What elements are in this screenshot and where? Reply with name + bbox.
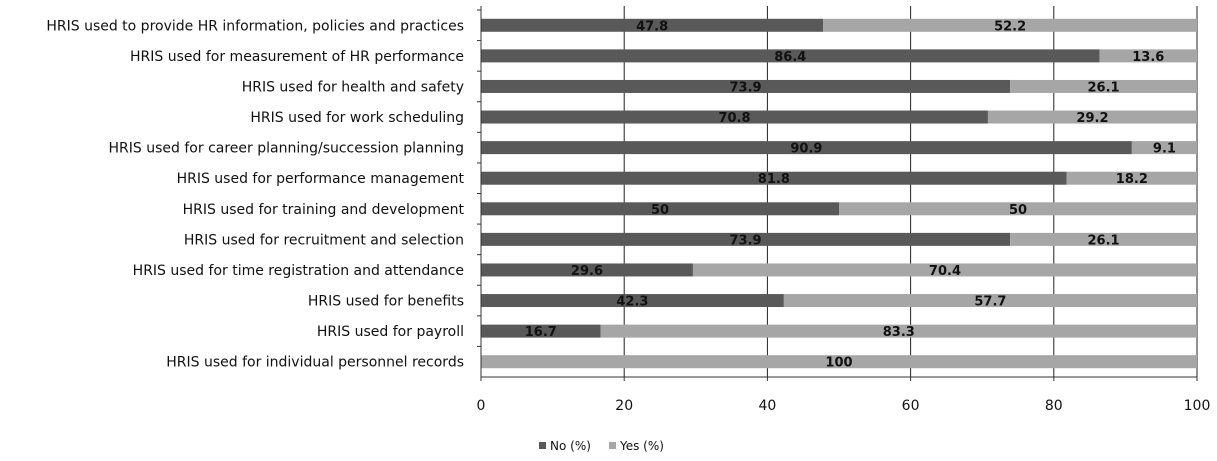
data-label: 16.7 [525, 325, 557, 340]
x-tick-label: 20 [615, 398, 633, 414]
legend-swatch-yes [609, 442, 616, 449]
bar-yes [839, 202, 1197, 216]
bar-no [481, 79, 1011, 93]
data-label: 81.8 [758, 172, 790, 187]
data-label: 47.8 [636, 19, 668, 34]
bar-yes [692, 263, 1197, 277]
legend-label: Yes (%) [619, 439, 664, 453]
data-label: 70.8 [718, 111, 750, 126]
data-label: 57.7 [974, 295, 1006, 310]
bar-no [481, 294, 784, 308]
data-label: 50 [651, 203, 669, 218]
data-label: 86.4 [774, 50, 806, 65]
data-label: 26.1 [1088, 80, 1120, 95]
category-label: HRIS used for career planning/succession… [109, 141, 464, 157]
bar-no [481, 263, 693, 277]
data-label: 42.3 [616, 295, 648, 310]
legend-swatch-no [539, 442, 546, 449]
category-label: HRIS used for time registration and atte… [133, 263, 464, 279]
x-tick-label: 0 [477, 398, 486, 414]
data-label: 29.6 [571, 264, 603, 279]
category-label: HRIS used for benefits [308, 294, 464, 310]
bar-yes [823, 18, 1197, 32]
bar-no [481, 18, 824, 32]
data-label: 100 [825, 356, 852, 371]
bar-yes [1131, 141, 1197, 155]
bar-yes [600, 324, 1197, 338]
bar-yes [1099, 49, 1197, 63]
data-label: 13.6 [1132, 50, 1164, 65]
data-label: 52.2 [994, 19, 1026, 34]
category-label: HRIS used for health and safety [242, 79, 464, 95]
category-label: HRIS used to provide HR information, pol… [46, 18, 464, 34]
data-label: 50 [1009, 203, 1027, 218]
bar-yes [783, 294, 1197, 308]
data-label: 9.1 [1153, 142, 1176, 157]
x-tick-label: 100 [1184, 398, 1211, 414]
bar-yes [1010, 79, 1197, 93]
data-label: 73.9 [730, 80, 762, 95]
legend-label: No (%) [550, 439, 591, 453]
data-label: 73.9 [730, 233, 762, 248]
bar-yes [987, 110, 1197, 124]
x-tick-label: 60 [902, 398, 920, 414]
data-label: 18.2 [1116, 172, 1148, 187]
bar-no [481, 202, 839, 216]
category-label: HRIS used for performance management [177, 171, 465, 187]
x-tick-label: 80 [1045, 398, 1063, 414]
bar-no [481, 49, 1100, 63]
x-tick-label: 40 [758, 398, 776, 414]
bar-no [481, 141, 1132, 155]
data-label: 70.4 [929, 264, 961, 279]
category-label: HRIS used for work scheduling [250, 110, 464, 126]
category-label: HRIS used for training and development [183, 202, 465, 218]
category-label: HRIS used for individual personnel recor… [166, 355, 464, 371]
bar-yes [1010, 232, 1197, 246]
bar-yes [1066, 171, 1197, 185]
data-label: 83.3 [883, 325, 915, 340]
category-label: HRIS used for recruitment and selection [184, 232, 464, 248]
data-label: 29.2 [1076, 111, 1108, 126]
bar-no [481, 171, 1067, 185]
bar-yes [481, 355, 1197, 369]
data-label: 90.9 [790, 142, 822, 157]
bar-no [481, 110, 988, 124]
data-label: 26.1 [1088, 233, 1120, 248]
bar-no [481, 324, 601, 338]
category-label: HRIS used for payroll [317, 324, 464, 340]
bar-no [481, 232, 1011, 246]
category-label: HRIS used for measurement of HR performa… [130, 49, 464, 65]
